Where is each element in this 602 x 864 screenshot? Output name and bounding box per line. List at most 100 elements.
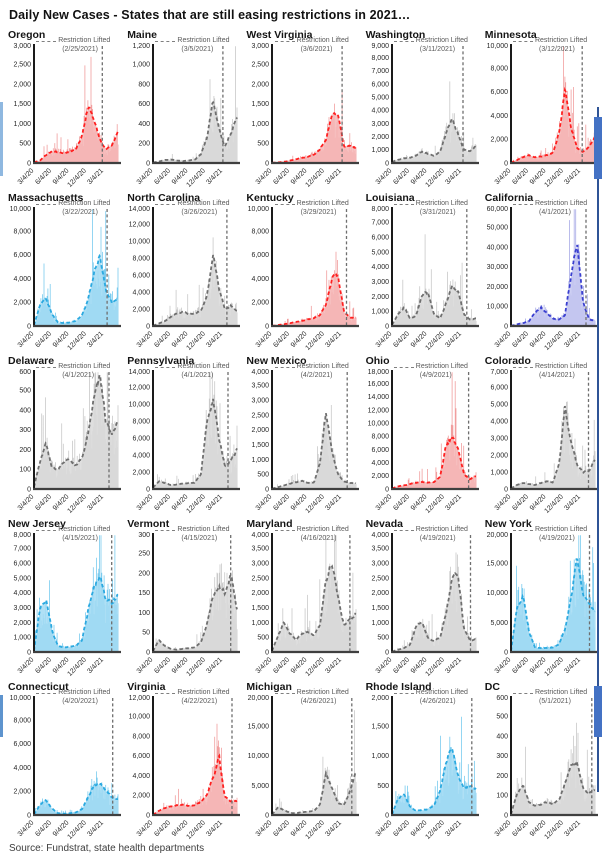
restriction-lifted-legend: Restriction Lifted (3/29/2021) bbox=[274, 200, 361, 217]
svg-text:3/4/21: 3/4/21 bbox=[563, 493, 582, 512]
restriction-lifted-label: Restriction Lifted bbox=[177, 689, 230, 696]
chart-plot: 0 1,000 2,000 3,000 4,000 5,000 6,000 7,000 8,00… bbox=[362, 41, 481, 189]
left-edge-highlight-bar bbox=[0, 102, 3, 176]
svg-text:0: 0 bbox=[27, 812, 31, 819]
avg-dashed-line bbox=[153, 100, 239, 164]
svg-text:6/4/20: 6/4/20 bbox=[153, 493, 172, 512]
chart-cell-connecticut: Connecticut Restriction Lifted (4/20/2021)… bbox=[4, 680, 123, 843]
svg-text:2,500: 2,500 bbox=[252, 412, 270, 419]
svg-text:10,000: 10,000 bbox=[129, 239, 151, 246]
svg-text:12/4/20: 12/4/20 bbox=[66, 330, 88, 352]
svg-text:1,000: 1,000 bbox=[371, 147, 389, 154]
restriction-lifted-label: Restriction Lifted bbox=[58, 526, 111, 533]
svg-text:12/4/20: 12/4/20 bbox=[305, 493, 327, 515]
dashed-line-sample-icon bbox=[512, 692, 533, 694]
restriction-lifted-legend: Restriction Lifted (2/25/2021) bbox=[36, 37, 122, 54]
svg-text:50: 50 bbox=[142, 630, 150, 637]
svg-text:8,000: 8,000 bbox=[490, 66, 508, 73]
avg-dashed-line bbox=[391, 117, 477, 163]
svg-text:6/4/20: 6/4/20 bbox=[511, 656, 530, 675]
chart-state-title: New Jersey bbox=[8, 518, 66, 530]
svg-text:6/4/20: 6/4/20 bbox=[392, 330, 411, 349]
svg-text:0: 0 bbox=[504, 160, 508, 167]
restriction-lifted-label: Restriction Lifted bbox=[296, 363, 349, 370]
svg-text:4,000: 4,000 bbox=[490, 113, 508, 120]
chart-cell-nevada: Nevada Restriction Lifted (4/19/2021) 0 500 1… bbox=[362, 517, 481, 680]
svg-text:12/4/20: 12/4/20 bbox=[305, 330, 327, 352]
restriction-lifted-legend: Restriction Lifted (5/1/2021) bbox=[512, 689, 599, 706]
avg-dashed-line bbox=[33, 372, 119, 488]
svg-text:4,000: 4,000 bbox=[252, 532, 270, 539]
chart-state-title: Connecticut bbox=[8, 681, 69, 693]
dashed-line-sample-icon bbox=[274, 529, 295, 531]
svg-text:2,000: 2,000 bbox=[252, 81, 270, 88]
restriction-lifted-label: Restriction Lifted bbox=[534, 363, 588, 370]
svg-text:6,000: 6,000 bbox=[13, 252, 31, 259]
svg-text:12/4/20: 12/4/20 bbox=[543, 330, 565, 352]
svg-text:2,000: 2,000 bbox=[252, 590, 270, 597]
avg-area-fill bbox=[153, 255, 238, 326]
svg-text:6/4/20: 6/4/20 bbox=[392, 819, 411, 838]
chart-state-title: North Carolina bbox=[127, 192, 201, 204]
svg-text:12/4/20: 12/4/20 bbox=[305, 656, 327, 678]
svg-text:3/4/20: 3/4/20 bbox=[374, 330, 393, 349]
svg-text:4,000: 4,000 bbox=[371, 460, 389, 467]
avg-dashed-line bbox=[33, 575, 119, 651]
avg-area-fill bbox=[272, 113, 357, 163]
restriction-lifted-date: (4/19/2021) bbox=[419, 535, 456, 542]
chart-cell-minnesota: Minnesota Restriction Lifted (3/12/2021) 0 2… bbox=[481, 28, 600, 191]
svg-text:6/4/20: 6/4/20 bbox=[34, 330, 53, 349]
svg-text:2,000: 2,000 bbox=[13, 620, 31, 627]
chart-state-title: Maryland bbox=[246, 518, 293, 530]
svg-text:400: 400 bbox=[139, 121, 151, 128]
svg-text:3/4/21: 3/4/21 bbox=[563, 330, 582, 349]
avg-dashed-line bbox=[33, 253, 119, 326]
dashed-line-sample-icon bbox=[393, 366, 414, 368]
restriction-lifted-date: (4/14/2021) bbox=[538, 372, 575, 379]
restriction-lifted-legend: Restriction Lifted (3/26/2021) bbox=[155, 200, 241, 217]
svg-text:600: 600 bbox=[19, 369, 31, 376]
svg-text:5,000: 5,000 bbox=[490, 402, 508, 409]
svg-text:6/4/20: 6/4/20 bbox=[34, 493, 53, 512]
svg-text:3,000: 3,000 bbox=[252, 398, 270, 405]
svg-text:4,000: 4,000 bbox=[133, 773, 151, 780]
svg-text:12/4/20: 12/4/20 bbox=[186, 330, 208, 352]
svg-text:3/4/20: 3/4/20 bbox=[493, 656, 512, 675]
svg-text:500: 500 bbox=[496, 714, 508, 721]
svg-text:12/4/20: 12/4/20 bbox=[186, 167, 208, 189]
chart-plot: 0 2,000 4,000 6,000 8,000 10,000 12,000 14,000 3… bbox=[123, 204, 242, 352]
svg-text:6/4/20: 6/4/20 bbox=[273, 819, 292, 838]
chart-cell-delaware: Delaware Restriction Lifted (4/1/2021) 0 100… bbox=[4, 354, 123, 517]
avg-area-fill bbox=[34, 783, 118, 815]
chart-plot: 0 5,000 10,000 15,000 20,000 3/4/20 6/4/20 9/4/… bbox=[242, 693, 361, 841]
svg-text:500: 500 bbox=[377, 783, 389, 790]
svg-text:3/4/20: 3/4/20 bbox=[17, 167, 36, 186]
svg-text:7,000: 7,000 bbox=[13, 546, 31, 553]
svg-text:3/4/21: 3/4/21 bbox=[444, 167, 463, 186]
svg-text:2,500: 2,500 bbox=[371, 575, 389, 582]
svg-text:3/4/21: 3/4/21 bbox=[325, 819, 344, 838]
restriction-lifted-date: (4/20/2021) bbox=[62, 698, 98, 705]
avg-area-fill bbox=[153, 575, 238, 652]
svg-text:3/4/20: 3/4/20 bbox=[17, 819, 36, 838]
svg-text:3/4/20: 3/4/20 bbox=[374, 167, 393, 186]
svg-text:200: 200 bbox=[496, 773, 508, 780]
svg-text:6,000: 6,000 bbox=[252, 252, 270, 259]
svg-text:4,000: 4,000 bbox=[371, 108, 389, 115]
avg-area-fill bbox=[391, 118, 476, 163]
svg-text:5,000: 5,000 bbox=[371, 95, 389, 102]
restriction-lifted-legend: Restriction Lifted (4/9/2021) bbox=[393, 363, 480, 380]
svg-text:6/4/20: 6/4/20 bbox=[511, 819, 530, 838]
svg-text:4,000: 4,000 bbox=[13, 276, 31, 283]
avg-dashed-line bbox=[271, 770, 357, 816]
svg-text:3/4/21: 3/4/21 bbox=[86, 656, 105, 675]
svg-text:0: 0 bbox=[146, 160, 150, 167]
svg-text:0: 0 bbox=[146, 649, 150, 656]
svg-text:6,000: 6,000 bbox=[490, 89, 508, 96]
restriction-lifted-legend: Restriction Lifted (4/1/2021) bbox=[155, 363, 241, 380]
svg-text:3/4/21: 3/4/21 bbox=[563, 167, 582, 186]
svg-text:12,000: 12,000 bbox=[129, 695, 151, 702]
svg-text:5,000: 5,000 bbox=[13, 575, 31, 582]
svg-text:10,000: 10,000 bbox=[10, 206, 32, 213]
chart-plot: 0 200 400 600 800 1,000 1,200 3/4/20 6/4/20 9/4/2… bbox=[123, 41, 242, 189]
